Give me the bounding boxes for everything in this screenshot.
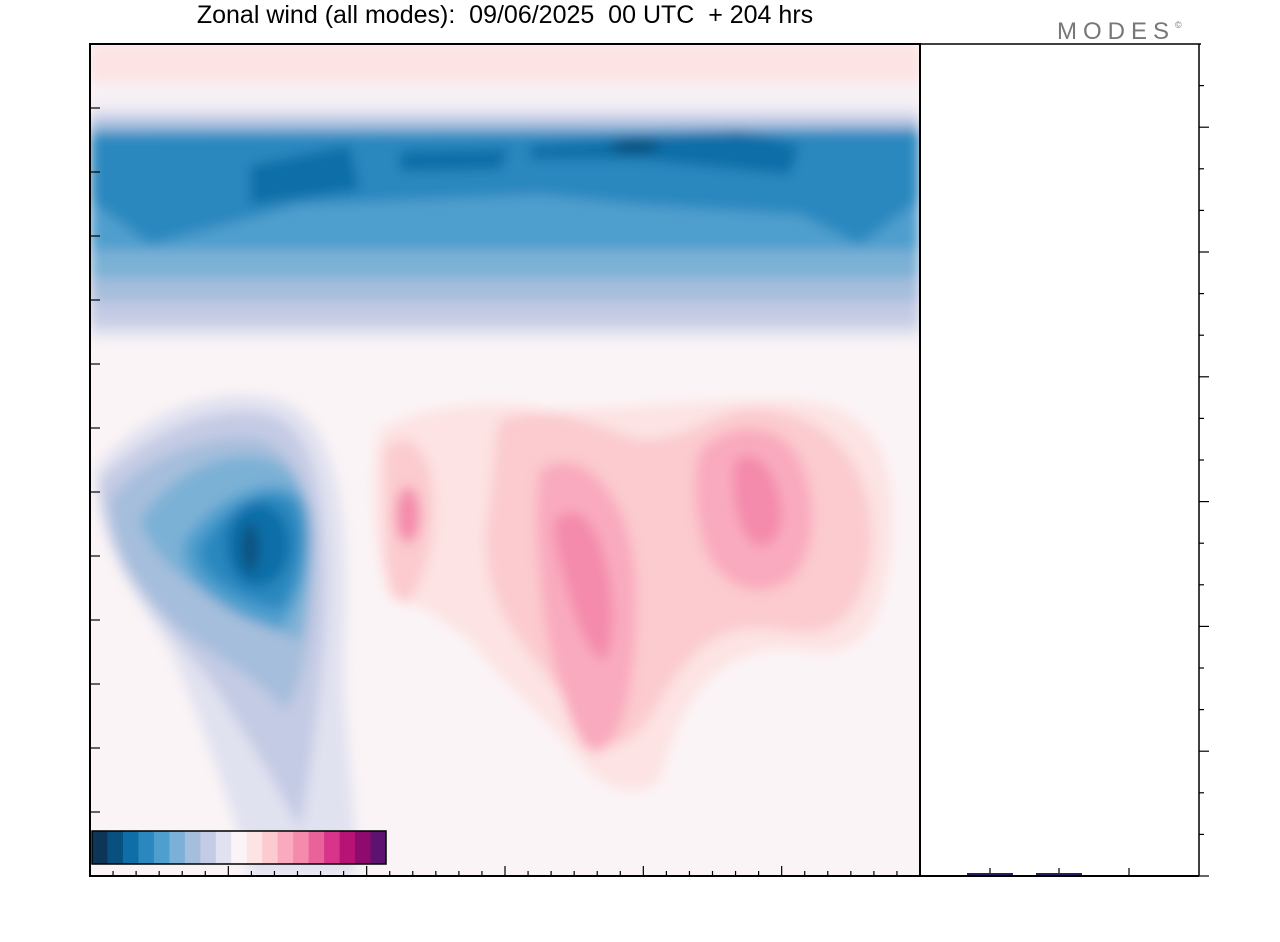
colorbar-swatch <box>138 831 155 864</box>
colorbar-swatch <box>246 831 263 864</box>
colorbar-swatch <box>169 831 186 864</box>
colorbar-swatch <box>355 831 372 864</box>
colorbar-swatch <box>277 831 294 864</box>
energy-bar <box>1036 873 1082 875</box>
colorbar-swatch <box>339 831 356 864</box>
field-band <box>250 145 360 205</box>
energy-axes <box>919 43 1209 877</box>
field-blob <box>554 512 613 660</box>
field-band <box>90 84 920 108</box>
colorbar-swatch <box>122 831 139 864</box>
colorbar-swatch <box>107 831 124 864</box>
brand-name: MODES <box>1057 18 1176 45</box>
colorbar-swatch <box>293 831 310 864</box>
colorbar-swatch <box>200 831 217 864</box>
field-band <box>90 44 920 82</box>
energy-bar <box>967 873 1013 875</box>
colorbar-swatch <box>92 831 108 864</box>
modes-logo: MODES© <box>1057 18 1182 46</box>
field-blob <box>396 487 420 543</box>
colorbar-swatch <box>308 831 325 864</box>
zonal-wind-field <box>90 44 920 876</box>
colorbar-swatch <box>370 831 387 864</box>
field-band <box>400 148 510 172</box>
colorbar-swatch <box>324 831 341 864</box>
brand-mark: © <box>1175 20 1182 30</box>
field-blob <box>241 523 259 573</box>
colorbar-swatch <box>184 831 201 864</box>
field-blob <box>733 455 782 546</box>
colorbar-swatch <box>262 831 279 864</box>
colorbar-swatch <box>215 831 232 864</box>
colorbar-swatch <box>231 831 248 864</box>
colorbar-swatch <box>153 831 170 864</box>
colorbar <box>91 830 387 865</box>
field-band <box>530 130 800 175</box>
colorbar-frame <box>91 830 387 865</box>
field-blob <box>610 138 660 154</box>
chart-title: Zonal wind (all modes): 09/06/2025 00 UT… <box>196 1 814 29</box>
